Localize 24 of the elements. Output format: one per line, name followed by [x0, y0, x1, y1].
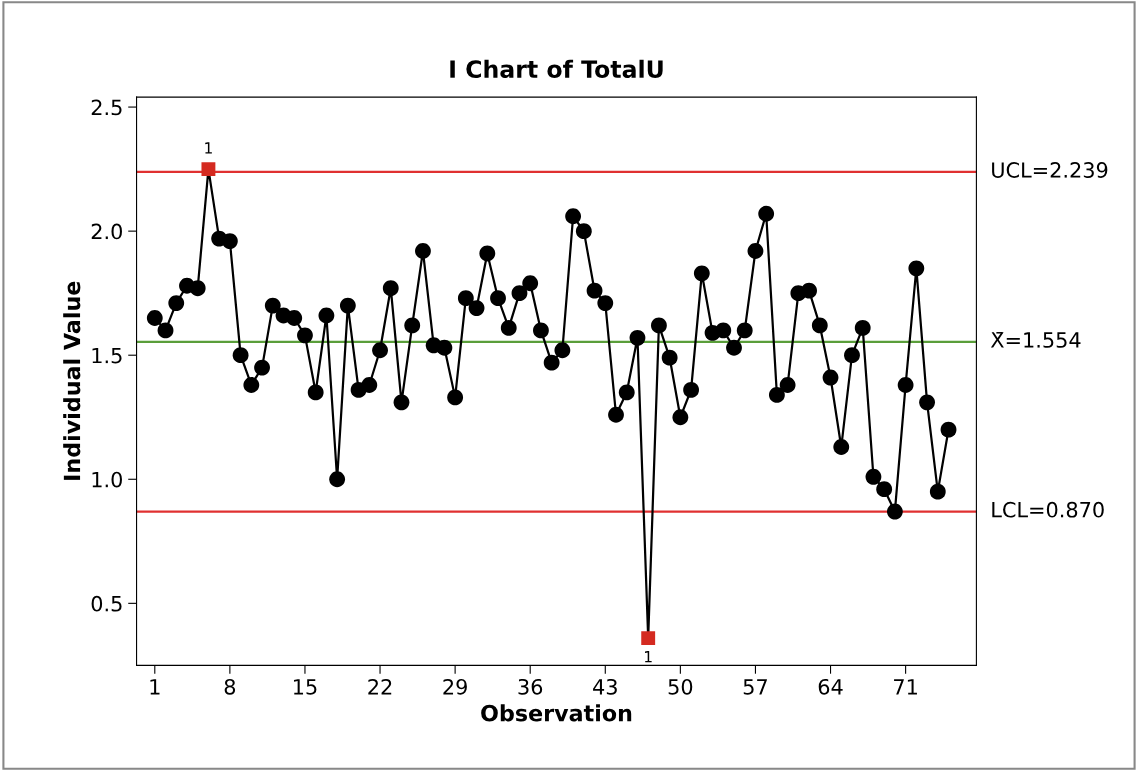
x-tick-label: 43	[593, 678, 617, 695]
annotation: 1	[645, 651, 652, 663]
x-tick-label: 15	[293, 679, 317, 695]
x-tick-label: 1	[150, 679, 160, 695]
x-tick-label: 29	[443, 678, 467, 695]
ref-line-label: X̄=1.554	[990, 332, 1081, 348]
x-axis-title: Observation	[481, 704, 632, 722]
x-tick-label: 22	[368, 678, 392, 695]
x-tick-label: 36	[518, 678, 543, 695]
x-tick-label: 64	[818, 678, 843, 695]
ref-line-label: UCL=2.239	[992, 162, 1108, 178]
y-tick-label: 2.5	[91, 99, 122, 116]
y-tick-label: 1.5	[92, 347, 122, 364]
chart-title: I Chart of TotalU	[450, 59, 663, 79]
annotation: 1	[205, 142, 212, 154]
y-axis-title: Individual Value	[63, 281, 81, 480]
y-tick-label: 2.0	[91, 223, 122, 240]
x-tick-label: 71	[894, 679, 917, 695]
y-tick-label: 0.5	[91, 595, 122, 612]
x-tick-label: 57	[743, 679, 767, 695]
x-tick-label: 8	[224, 678, 236, 695]
x-tick-label: 50	[668, 678, 693, 695]
y-tick-label: 1.0	[92, 471, 122, 488]
ref-line-label: LCL=0.870	[992, 501, 1104, 518]
